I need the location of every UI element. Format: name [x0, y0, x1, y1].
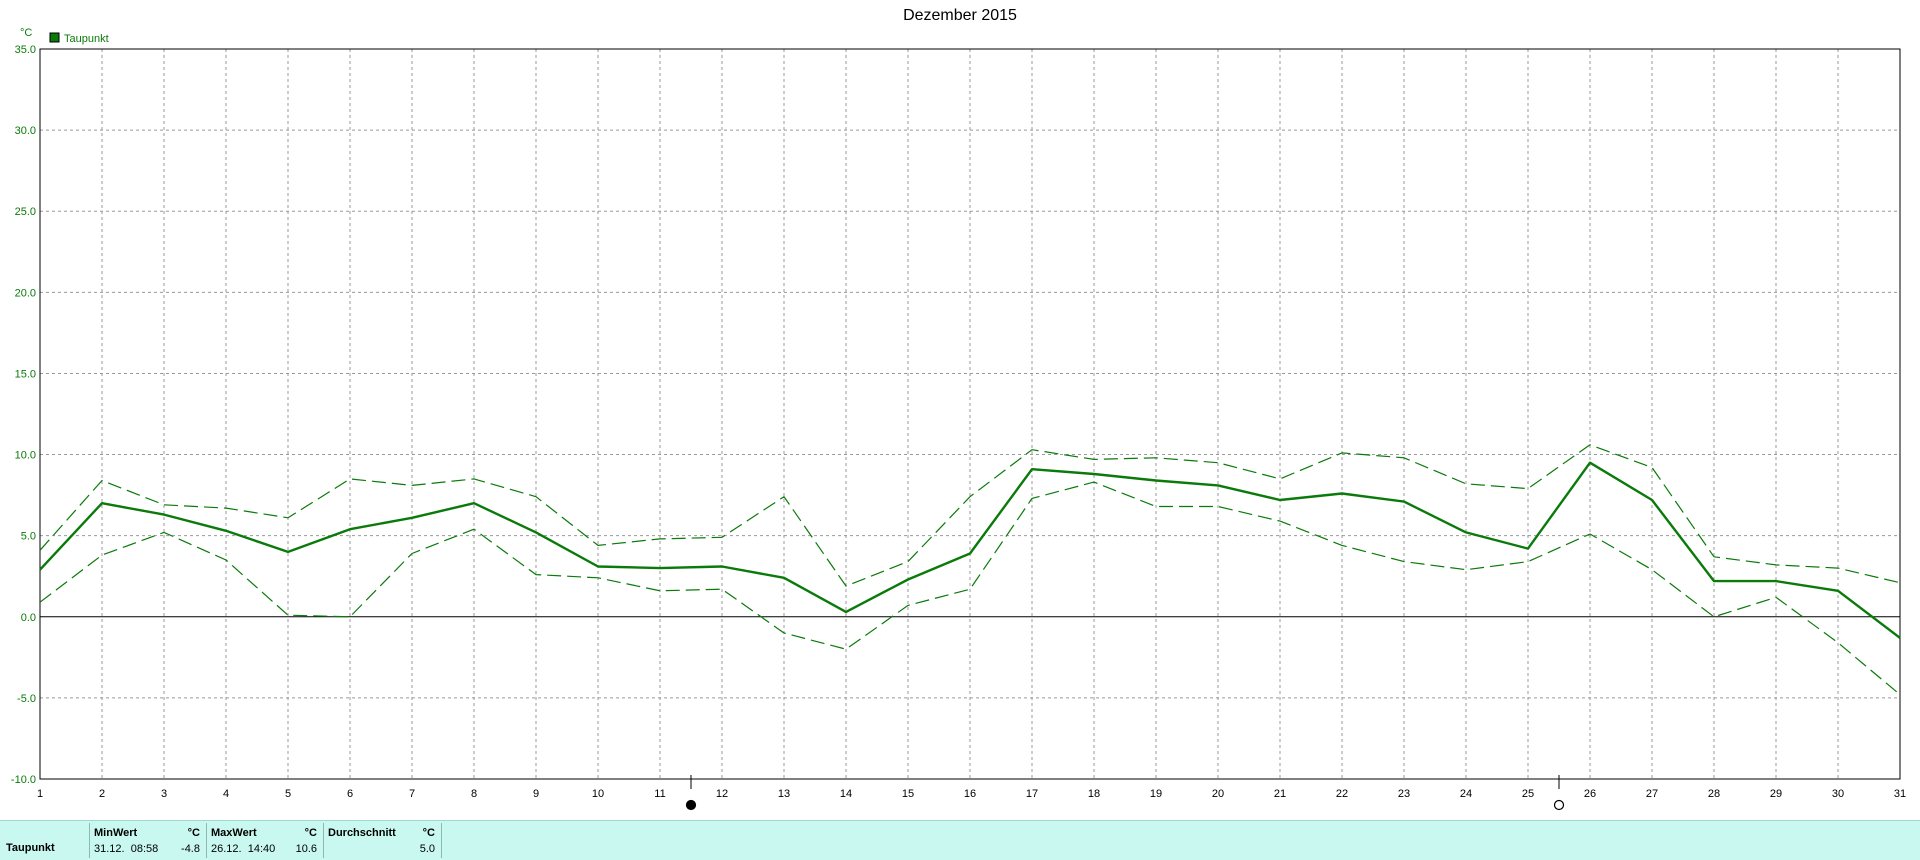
stats-min-unit: °C [187, 827, 200, 839]
stats-max-header: MaxWert [211, 827, 257, 839]
x-tick-label: 12 [716, 788, 728, 800]
series-line-mean [39, 461, 1901, 639]
stats-avg-unit: °C [422, 827, 435, 839]
stats-max-cell: MaxWert °C 26.12. 14:40 10.6 [206, 823, 323, 858]
x-tick-label: 15 [902, 788, 914, 800]
x-tick-label: 5 [285, 788, 291, 800]
x-tick-label: 11 [654, 788, 665, 800]
chart-title: Dezember 2015 [903, 7, 1017, 24]
x-tick-label: 24 [1460, 788, 1472, 800]
stats-max-date: 26.12. [211, 843, 242, 855]
stats-avg-value: 5.0 [419, 843, 435, 855]
x-tick-label: 1 [37, 788, 43, 800]
x-tick-label: 7 [409, 788, 415, 800]
stats-panel: Taupunkt MinWert °C 31.12. 08:58 -4.8 Ma… [0, 820, 1920, 860]
y-tick-label: 0.0 [21, 612, 36, 624]
stats-row-label: Taupunkt [6, 842, 55, 854]
series-line-min [39, 481, 1901, 696]
x-tick-label: 16 [964, 788, 976, 800]
plot-frame [39, 48, 1901, 780]
x-tick-label: 22 [1336, 788, 1348, 800]
new-moon-icon [1553, 799, 1565, 811]
x-tick-label: 25 [1522, 788, 1534, 800]
chart: Dezember 2015 °C Taupunkt 35.030.025.020… [11, 7, 1906, 811]
x-tick-label: 8 [471, 788, 477, 800]
y-tick-label: -10.0 [11, 774, 36, 786]
legend-swatch-taupunkt [49, 32, 60, 43]
x-tick-label: 9 [533, 788, 539, 800]
stats-avg-cell: Durchschnitt °C 5.0 [323, 823, 441, 858]
y-tick-label: 10.0 [15, 450, 36, 462]
x-tick-label: 2 [99, 788, 105, 800]
x-tick-label: 10 [592, 788, 604, 800]
y-tick-label: 5.0 [21, 531, 36, 543]
x-tick-label: 28 [1708, 788, 1720, 800]
y-tick-label: 15.0 [15, 368, 36, 380]
x-tick-label: 13 [778, 788, 790, 800]
stats-max-time: 14:40 [247, 843, 276, 855]
stats-min-date: 31.12. [94, 843, 125, 855]
x-tick-label: 6 [347, 788, 353, 800]
x-tick-label: 20 [1212, 788, 1224, 800]
series-line-max [39, 444, 1901, 587]
stats-min-time: 08:58 [130, 843, 159, 855]
stats-min-header: MinWert [94, 827, 138, 839]
y-tick-label: 30.0 [15, 125, 36, 137]
x-tick-label: 18 [1088, 788, 1100, 800]
y-tick-label: 25.0 [15, 206, 36, 218]
stats-min-cell: MinWert °C 31.12. 08:58 -4.8 [89, 823, 206, 858]
stats-min-datetime: 31.12. 08:58 [94, 843, 158, 855]
x-tick-label: 3 [161, 788, 167, 800]
x-tick-label: 4 [223, 788, 229, 800]
x-tick-label: 14 [840, 788, 852, 800]
x-tick-label: 23 [1398, 788, 1410, 800]
x-tick-label: 29 [1770, 788, 1782, 800]
y-tick-label: -5.0 [17, 693, 36, 705]
x-tick-label: 21 [1274, 788, 1286, 800]
x-tick-label: 26 [1584, 788, 1596, 800]
x-tick-label: 17 [1026, 788, 1038, 800]
x-tick-label: 30 [1832, 788, 1844, 800]
stats-min-value: -4.8 [181, 843, 200, 855]
y-tick-label: 35.0 [15, 44, 36, 56]
stats-avg-header: Durchschnitt [328, 827, 396, 839]
stats-end-divider [441, 823, 442, 858]
stats-max-datetime: 26.12. 14:40 [211, 843, 275, 855]
legend-label-taupunkt: Taupunkt [64, 33, 109, 45]
stats-max-unit: °C [304, 827, 317, 839]
x-tick-label: 27 [1646, 788, 1658, 800]
y-axis-unit: °C [20, 27, 32, 39]
x-tick-label: 31 [1894, 788, 1906, 800]
full-moon-icon [685, 799, 697, 811]
x-tick-label: 19 [1150, 788, 1162, 800]
y-tick-label: 20.0 [15, 287, 36, 299]
stats-max-value: 10.6 [295, 843, 317, 855]
